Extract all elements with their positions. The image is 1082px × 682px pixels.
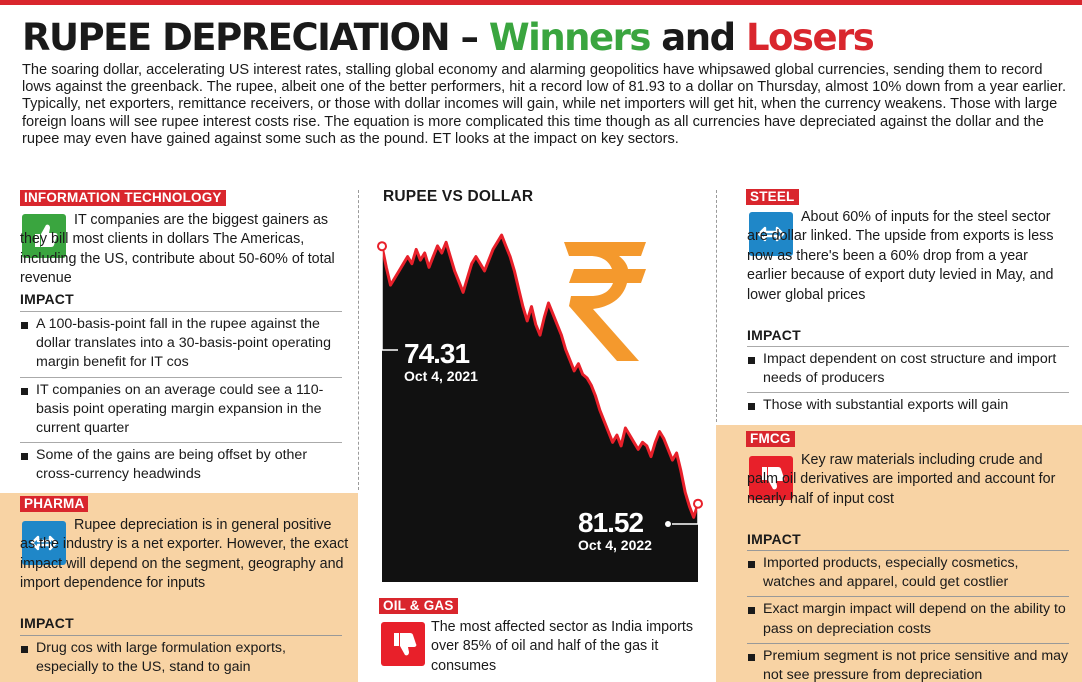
fmcg-description: Key raw materials including crude and pa… (747, 451, 1065, 509)
pharma-section-tag: PHARMA (20, 496, 89, 512)
chart-area (382, 235, 698, 582)
top-accent-bar (0, 0, 1082, 5)
pharma-impact-list: Drug cos with large formulation exports,… (20, 635, 342, 681)
end-leader-dot (665, 521, 671, 527)
end-value-label: 81.52 (578, 507, 643, 538)
rupee-dollar-chart: 74.31 Oct 4, 2021 81.52 Oct 4, 2022 (377, 233, 703, 582)
list-item: Exact margin impact will depend on the a… (747, 596, 1069, 642)
list-item: Some of the gains are being offset by ot… (20, 442, 342, 488)
pharma-description: Rupee depreciation is in general positiv… (20, 516, 350, 594)
fmcg-description-text: Key raw materials including crude and pa… (747, 452, 1056, 507)
chart-title: RUPEE VS DOLLAR (383, 188, 534, 205)
title-winners: Winners (488, 16, 652, 59)
fmcg-section-tag-wrap: FMCG (746, 430, 795, 448)
steel-description: About 60% of inputs for the steel sector… (747, 208, 1065, 305)
title-main: RUPEE DEPRECIATION – (22, 16, 489, 59)
list-item: IT companies on an average could see a 1… (20, 376, 342, 443)
it-description: IT companies are the biggest gainers as … (20, 211, 350, 289)
column-divider-right (716, 190, 717, 422)
list-item: Premium segment is not price sensitive a… (747, 642, 1069, 682)
list-item: Those with substantial exports will gain (747, 392, 1069, 419)
it-impact-label: IMPACT (20, 291, 74, 307)
thumbs-down-icon (381, 622, 425, 666)
it-section-tag-wrap: INFORMATION TECHNOLOGY (20, 189, 226, 207)
it-impact-list: A 100-basis-point fall in the rupee agai… (20, 311, 342, 489)
steel-impact-list: Impact dependent on cost structure and i… (747, 346, 1069, 420)
chart-line (380, 233, 700, 519)
it-section-tag: INFORMATION TECHNOLOGY (20, 190, 226, 206)
swap-arrows-icon (22, 521, 66, 565)
thumbs-down-icon (749, 456, 793, 500)
start-point (377, 241, 387, 252)
oil-section-tag: OIL & GAS (379, 598, 458, 614)
oil-section-tag-wrap: OIL & GAS (379, 597, 458, 615)
list-item: A 100-basis-point fall in the rupee agai… (20, 311, 342, 377)
steel-description-text: About 60% of inputs for the steel sector… (747, 209, 1054, 303)
pharma-description-text: Rupee depreciation is in general positiv… (20, 517, 349, 592)
title-and: and (649, 16, 746, 59)
fmcg-section-tag: FMCG (746, 431, 795, 447)
swap-arrows-icon (749, 212, 793, 256)
list-item: Imported products, especially cosmetics,… (747, 550, 1069, 596)
page-title: RUPEE DEPRECIATION – Winners and Losers (22, 16, 875, 60)
start-leader-line (381, 251, 398, 351)
list-item: Impact dependent on cost structure and i… (747, 346, 1069, 392)
title-losers: Losers (745, 16, 875, 59)
rupee-symbol (564, 242, 646, 361)
end-date-label: Oct 4, 2022 (578, 537, 652, 553)
steel-impact-label: IMPACT (747, 327, 801, 343)
pharma-section-tag-wrap: PHARMA (20, 495, 89, 513)
list-item: Drug cos with large formulation exports,… (20, 635, 342, 681)
fmcg-impact-label: IMPACT (747, 531, 801, 547)
intro-paragraph: The soaring dollar, accelerating US inte… (22, 62, 1067, 147)
it-description-text: IT companies are the biggest gainers as … (20, 212, 335, 287)
start-date-label: Oct 4, 2021 (404, 368, 478, 384)
fmcg-impact-list: Imported products, especially cosmetics,… (747, 550, 1069, 682)
pharma-impact-label: IMPACT (20, 615, 74, 631)
steel-section-tag-wrap: STEEL (746, 188, 799, 206)
end-point (693, 498, 703, 509)
steel-section-tag: STEEL (746, 189, 799, 205)
start-value-label: 74.31 (404, 338, 469, 369)
thumbs-up-icon (22, 214, 66, 258)
oil-description: The most affected sector as India import… (431, 619, 693, 674)
end-leader-line (672, 508, 699, 525)
column-divider-left (358, 190, 359, 490)
